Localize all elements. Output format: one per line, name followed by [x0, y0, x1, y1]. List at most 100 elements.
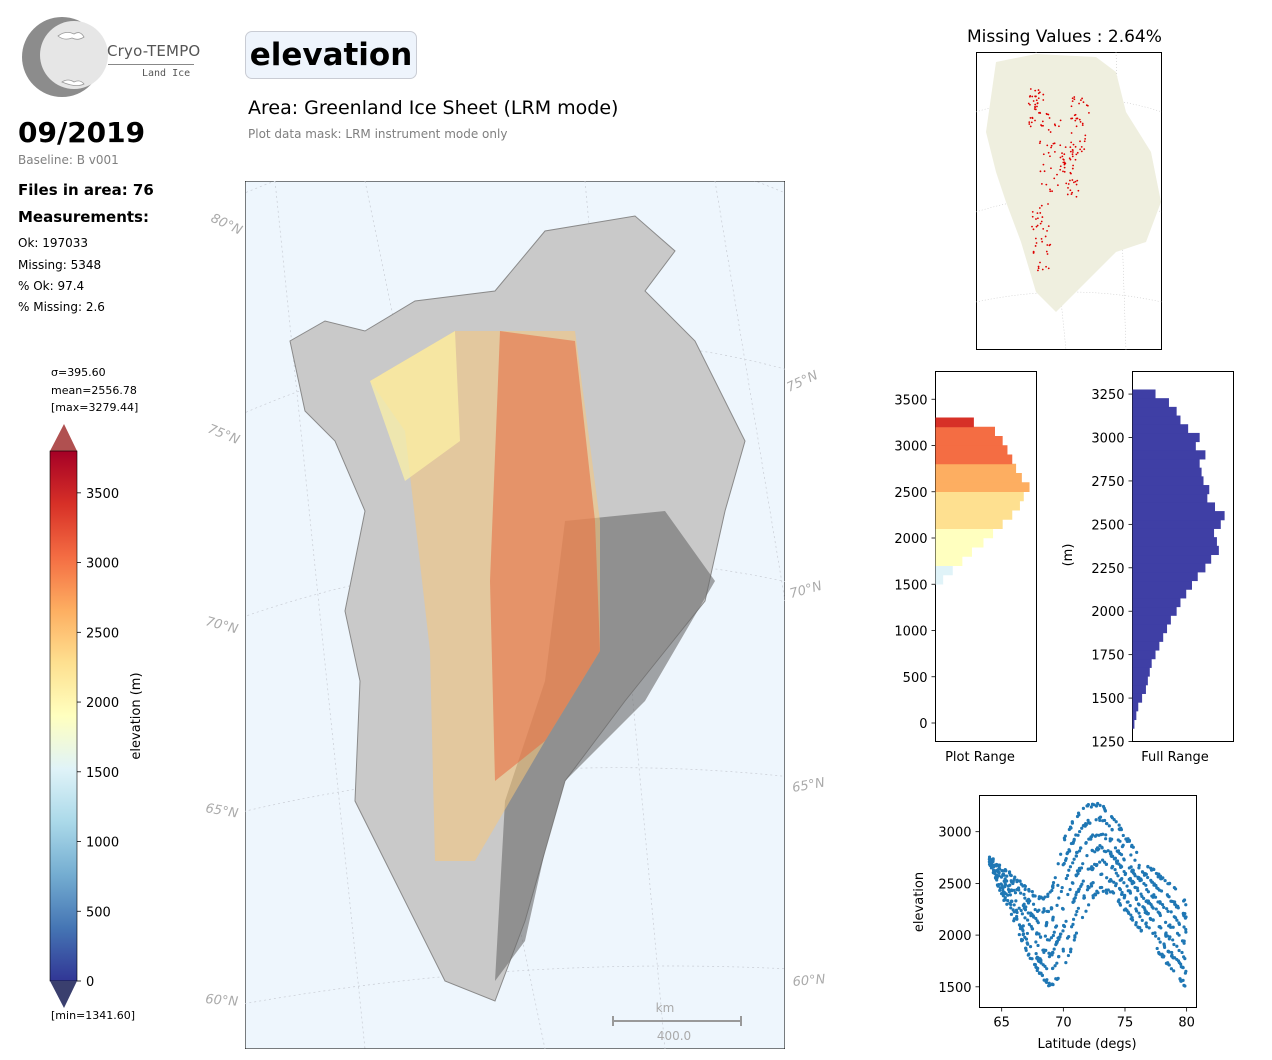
- colorbar-tick-label: 1000: [86, 836, 119, 851]
- missing-point: [1063, 158, 1065, 161]
- scatter-point: [1089, 805, 1093, 809]
- scatter-point: [1104, 833, 1108, 837]
- scatter-point: [1056, 883, 1060, 887]
- scatter-point: [1084, 840, 1088, 845]
- scatter-point: [1059, 889, 1063, 894]
- scatter-point: [1087, 903, 1091, 907]
- scatter-point: [1074, 913, 1078, 917]
- missing-point: [1069, 179, 1071, 182]
- scatter-point: [1120, 845, 1125, 849]
- scatter-point: [1125, 884, 1129, 888]
- scatter-point: [1106, 849, 1110, 853]
- plot-range-bar: [935, 528, 994, 539]
- scatter-point: [1129, 913, 1133, 917]
- scatter-point: [1066, 892, 1070, 897]
- scatter-point: [1065, 852, 1069, 856]
- scatter-point: [1038, 935, 1043, 939]
- scatter-point: [1159, 889, 1164, 893]
- cryo-tempo-logo: [22, 17, 108, 97]
- scatter-point: [1146, 875, 1150, 880]
- missing-point: [1068, 157, 1071, 160]
- missing-point: [1033, 108, 1036, 110]
- scatter-point: [1074, 854, 1078, 858]
- scatter-xtick-label: 70: [1055, 1016, 1072, 1031]
- scatter-point: [1043, 964, 1047, 968]
- missing-point: [1075, 125, 1078, 128]
- missing-point: [1056, 173, 1058, 176]
- scatter-point: [1112, 817, 1116, 822]
- plot-range-bar: [935, 491, 1024, 502]
- missing-point: [1039, 170, 1042, 173]
- scatter-point: [1151, 918, 1155, 922]
- colorbar-over-arrow: [50, 424, 77, 451]
- missing-point: [1063, 166, 1066, 169]
- plot-range-ytick-label: 1000: [894, 625, 927, 640]
- scatter-point: [1138, 915, 1142, 919]
- scatter-point: [1177, 922, 1182, 926]
- scatter-point: [1045, 909, 1049, 913]
- missing-point: [1071, 191, 1074, 194]
- scatter-point: [1051, 966, 1055, 970]
- scatter-point: [1098, 860, 1102, 864]
- scatter-point: [1116, 874, 1120, 878]
- missing-point: [1039, 261, 1041, 264]
- scatter-point: [1165, 907, 1169, 911]
- scatter-point: [1055, 903, 1059, 907]
- missing-point: [1067, 183, 1070, 185]
- scatter-point: [1149, 903, 1153, 907]
- missing-point: [1078, 118, 1081, 121]
- lat-label-right: 60°N: [792, 972, 826, 990]
- lat-label-right: 75°N: [787, 368, 821, 396]
- scatter-point: [1034, 916, 1038, 921]
- missing-point: [1075, 195, 1078, 198]
- missing-point: [1079, 148, 1082, 151]
- scatter-point: [1026, 897, 1031, 901]
- scatter-point: [1057, 937, 1061, 942]
- missing-point: [1047, 267, 1050, 270]
- missing-point: [1059, 156, 1062, 159]
- scatter-point: [1144, 883, 1148, 887]
- scatter-point: [1086, 867, 1090, 871]
- missing-point: [1069, 158, 1072, 161]
- scatter-point: [1135, 886, 1139, 890]
- missing-point: [1051, 190, 1053, 193]
- scatter-point: [1119, 865, 1123, 869]
- missing-point: [1063, 170, 1066, 173]
- missing-point: [1037, 267, 1040, 270]
- full-range-bar: [1132, 476, 1204, 486]
- scatter-point: [1169, 910, 1173, 914]
- scatter-point: [1103, 808, 1107, 812]
- scatter-ytick-label: 2500: [938, 877, 971, 892]
- missing-point: [1053, 151, 1056, 153]
- scatter-point: [1042, 950, 1046, 955]
- missing-point: [1039, 222, 1042, 225]
- scatter-point: [996, 884, 1000, 888]
- scatter-point: [1059, 932, 1063, 936]
- colorbar: 0 500 1000 1500 2000 2500 3000 3500 elevation (…: [49, 424, 144, 1008]
- missing-point: [1049, 155, 1051, 158]
- missing-point: [1027, 102, 1030, 105]
- scatter-ylabel: elevation: [912, 872, 927, 932]
- scatter-point: [1154, 907, 1158, 911]
- missing-point: [1050, 146, 1052, 149]
- scatter-point: [1136, 888, 1140, 893]
- missing-point: [1036, 105, 1038, 108]
- scatter-point: [1094, 804, 1099, 808]
- scatter-point: [1069, 947, 1073, 951]
- scatter-point: [1164, 933, 1168, 938]
- scatter-point: [1006, 884, 1010, 888]
- scatter-point: [1050, 884, 1055, 889]
- pct-ok: % Ok: 97.4: [18, 279, 85, 293]
- plot-range-ytick-label: 500: [903, 671, 928, 686]
- scale-bar: [612, 1016, 742, 1026]
- scatter-point: [1105, 876, 1109, 880]
- scatter-point: [1023, 896, 1027, 900]
- missing-point: [1063, 153, 1066, 156]
- colorbar-sigma: σ=395.60: [51, 366, 106, 379]
- scatter-point: [1089, 835, 1093, 839]
- plot-range-ytick-label: 3000: [894, 440, 927, 455]
- full-range-bar: [1132, 467, 1202, 477]
- missing-point: [1081, 124, 1084, 127]
- scatter-point: [1025, 931, 1029, 936]
- colorbar-under-arrow: [50, 981, 77, 1008]
